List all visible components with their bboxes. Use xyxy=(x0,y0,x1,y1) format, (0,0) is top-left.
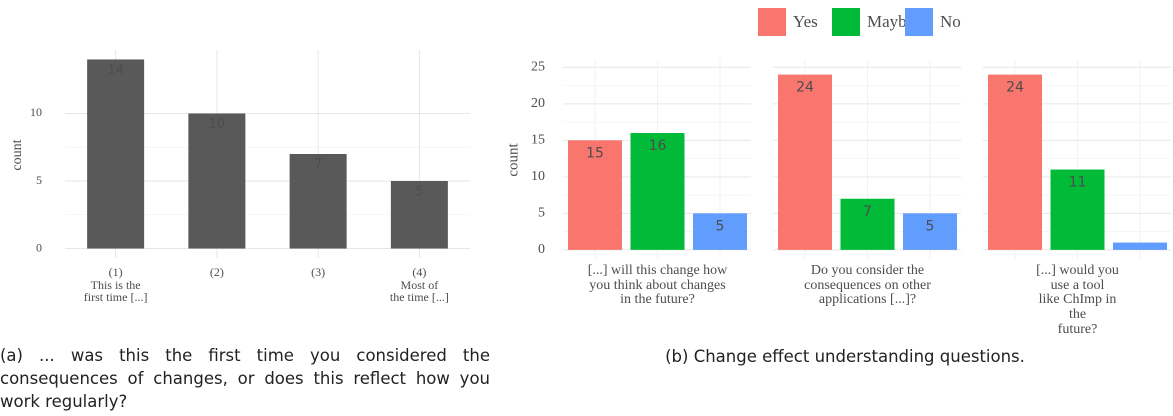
x-tick-label: (3) xyxy=(311,265,326,279)
y-tick-label: 20 xyxy=(531,96,545,111)
value-label: 14 xyxy=(107,63,124,78)
y-axis-label: count xyxy=(10,139,25,170)
y-tick-label: 10 xyxy=(531,169,545,184)
bar xyxy=(87,59,145,249)
legend-swatch xyxy=(758,8,786,36)
value-label: 11 xyxy=(1069,175,1087,191)
value-label: 5 xyxy=(716,218,725,234)
value-label: 5 xyxy=(415,185,423,200)
bar xyxy=(1050,169,1105,250)
bar xyxy=(693,213,747,250)
y-tick-label: 5 xyxy=(36,173,42,187)
bar xyxy=(1113,242,1167,250)
value-label: 24 xyxy=(796,80,814,96)
legend-label: Yes xyxy=(793,12,818,31)
legend-label: No xyxy=(940,12,961,31)
legend-label: Maybe xyxy=(867,12,914,31)
x-tick-label: (2) xyxy=(209,265,224,279)
value-label: 24 xyxy=(1006,80,1024,96)
bar xyxy=(840,198,895,250)
y-tick-label: 0 xyxy=(36,240,42,254)
caption-a: (a) ... was this the first time you cons… xyxy=(0,346,490,411)
value-label: 10 xyxy=(209,117,226,132)
legend-swatch xyxy=(832,8,860,36)
value-label: 7 xyxy=(314,158,322,173)
bar xyxy=(390,181,448,249)
value-label: 15 xyxy=(586,145,604,161)
y-tick-label: 0 xyxy=(538,242,545,257)
bar xyxy=(630,133,685,250)
value-label: 7 xyxy=(863,204,872,220)
x-tick-label: (4) Most of the time [...] xyxy=(389,265,449,305)
bar xyxy=(188,113,246,249)
y-tick-label: 5 xyxy=(538,206,545,221)
x-tick-label: (1) This is the first time [...] xyxy=(83,265,148,305)
caption-b: (b) Change effect understanding question… xyxy=(665,347,1025,366)
bar xyxy=(289,154,347,249)
facet-label: [...] would you use a tool like ChImp in… xyxy=(1036,263,1119,337)
y-tick-label: 25 xyxy=(531,60,545,75)
value-label: 5 xyxy=(926,218,935,234)
value-label: 16 xyxy=(649,138,667,154)
bar xyxy=(988,74,1042,250)
y-tick-label: 10 xyxy=(30,105,42,119)
facet-label: [...] will this change how you think abo… xyxy=(587,263,728,308)
bar xyxy=(903,213,957,250)
facet-label: Do you consider the consequences on othe… xyxy=(804,263,931,308)
y-axis-label: count xyxy=(505,143,521,177)
bar xyxy=(778,74,832,250)
bar xyxy=(568,140,622,250)
legend-swatch xyxy=(905,8,933,36)
y-tick-label: 15 xyxy=(531,133,545,148)
